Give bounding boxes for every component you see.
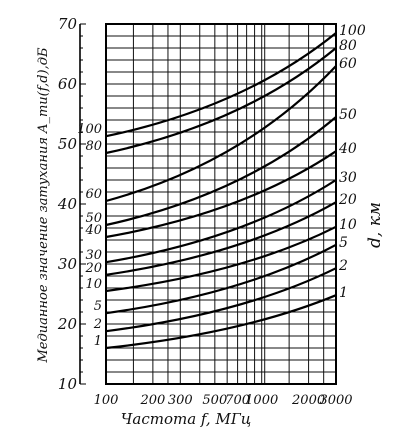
x-tick-label: 2000 [291,393,325,408]
series-left-label: 60 [85,187,102,202]
x-tick-label: 200 [139,393,165,408]
x-tick-label: 3000 [319,393,352,408]
series-left-label: 40 [84,223,102,238]
series-left-label: 2 [93,317,102,332]
x-tick-label: 300 [168,393,193,408]
y-tick-label: 40 [57,195,78,213]
right-axis-label: d, км [365,202,385,248]
series-right-label: 50 [339,107,357,123]
series-right-label: 10 [339,217,357,233]
series-left-label: 1 [94,334,102,349]
grid [79,23,337,385]
series-curve [105,267,337,333]
x-tick-label: 100 [94,393,119,408]
series-curve [105,116,337,227]
y-tick-label: 30 [58,255,78,273]
series-right-label: 100 [339,23,366,39]
x-tick-label: 500 [202,393,227,408]
y-tick-label: 10 [58,375,78,393]
series-right-label: 2 [338,258,348,274]
series-left-label: 80 [85,139,102,154]
series-curve [105,225,337,293]
series-left-label: 5 [94,299,102,314]
series-left-label: 20 [84,261,102,276]
series-right-label: 80 [339,38,357,54]
y-axis-label: Медианное значение затухания A_mu(f,d),д… [36,47,51,363]
y-tick-label: 20 [57,315,78,333]
series-right-label: 60 [339,56,357,72]
series-curve [105,179,337,264]
series-right-label: 40 [338,141,357,157]
series-left-label: 10 [85,277,102,292]
series-curve [105,32,337,138]
series-curve [105,65,337,203]
x-tick-label: 700 [225,393,250,408]
series-curve [105,243,337,315]
series-curve [105,150,337,239]
series-curve [105,201,337,276]
series-left-label: 100 [77,122,102,137]
y-tick-label: 60 [58,75,78,93]
plot-frame [105,23,337,385]
series-right-label: 20 [338,192,357,208]
series-left-label: 30 [85,248,102,263]
series-right-label: 1 [339,285,348,301]
y-tick-label: 70 [58,15,78,33]
series-right-label: 30 [339,170,357,186]
series-right-label: 5 [339,235,348,251]
y-tick-label: 50 [58,135,78,153]
series-curve [105,294,337,350]
curves [105,32,337,350]
x-axis-label: Частота f, МГц [121,410,251,428]
series-curve [105,47,337,155]
series-left-label: 50 [85,211,102,226]
x-tick-label: 1000 [245,393,278,408]
